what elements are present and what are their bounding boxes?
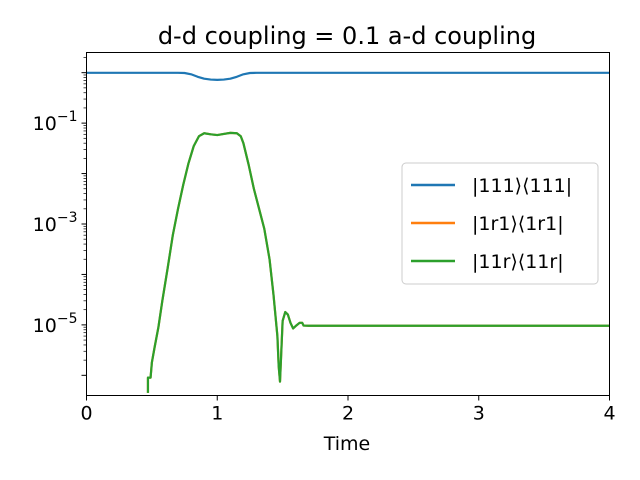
x-tick-label: 2 xyxy=(342,403,354,425)
x-axis-label: Time xyxy=(323,433,371,455)
y-tick-label: 10−1 xyxy=(33,109,78,135)
chart-title: d-d coupling = 0.1 a-d coupling xyxy=(158,22,536,50)
x-axis: 0 1 2 3 4 xyxy=(80,395,616,425)
x-tick-label: 4 xyxy=(603,403,615,425)
plot-lines xyxy=(86,71,610,393)
legend-frame xyxy=(401,162,599,285)
y-tick-label: 10−5 xyxy=(33,311,78,337)
y-tick-label: 10−3 xyxy=(33,210,78,236)
legend-label: |11r⟩⟨11r| xyxy=(472,251,564,273)
y-axis: 10−1 10−3 10−5 xyxy=(33,57,87,376)
legend-label: |1r1⟩⟨1r1| xyxy=(472,213,564,235)
series-line-1 xyxy=(86,71,610,81)
x-tick-label: 3 xyxy=(473,403,485,425)
x-tick-label: 1 xyxy=(211,403,223,425)
legend: |111⟩⟨111| |1r1⟩⟨1r1| |11r⟩⟨11r| xyxy=(401,162,599,285)
legend-label: |111⟩⟨111| xyxy=(472,175,572,197)
series-line-3 xyxy=(146,131,610,393)
x-tick-label: 0 xyxy=(80,403,92,425)
